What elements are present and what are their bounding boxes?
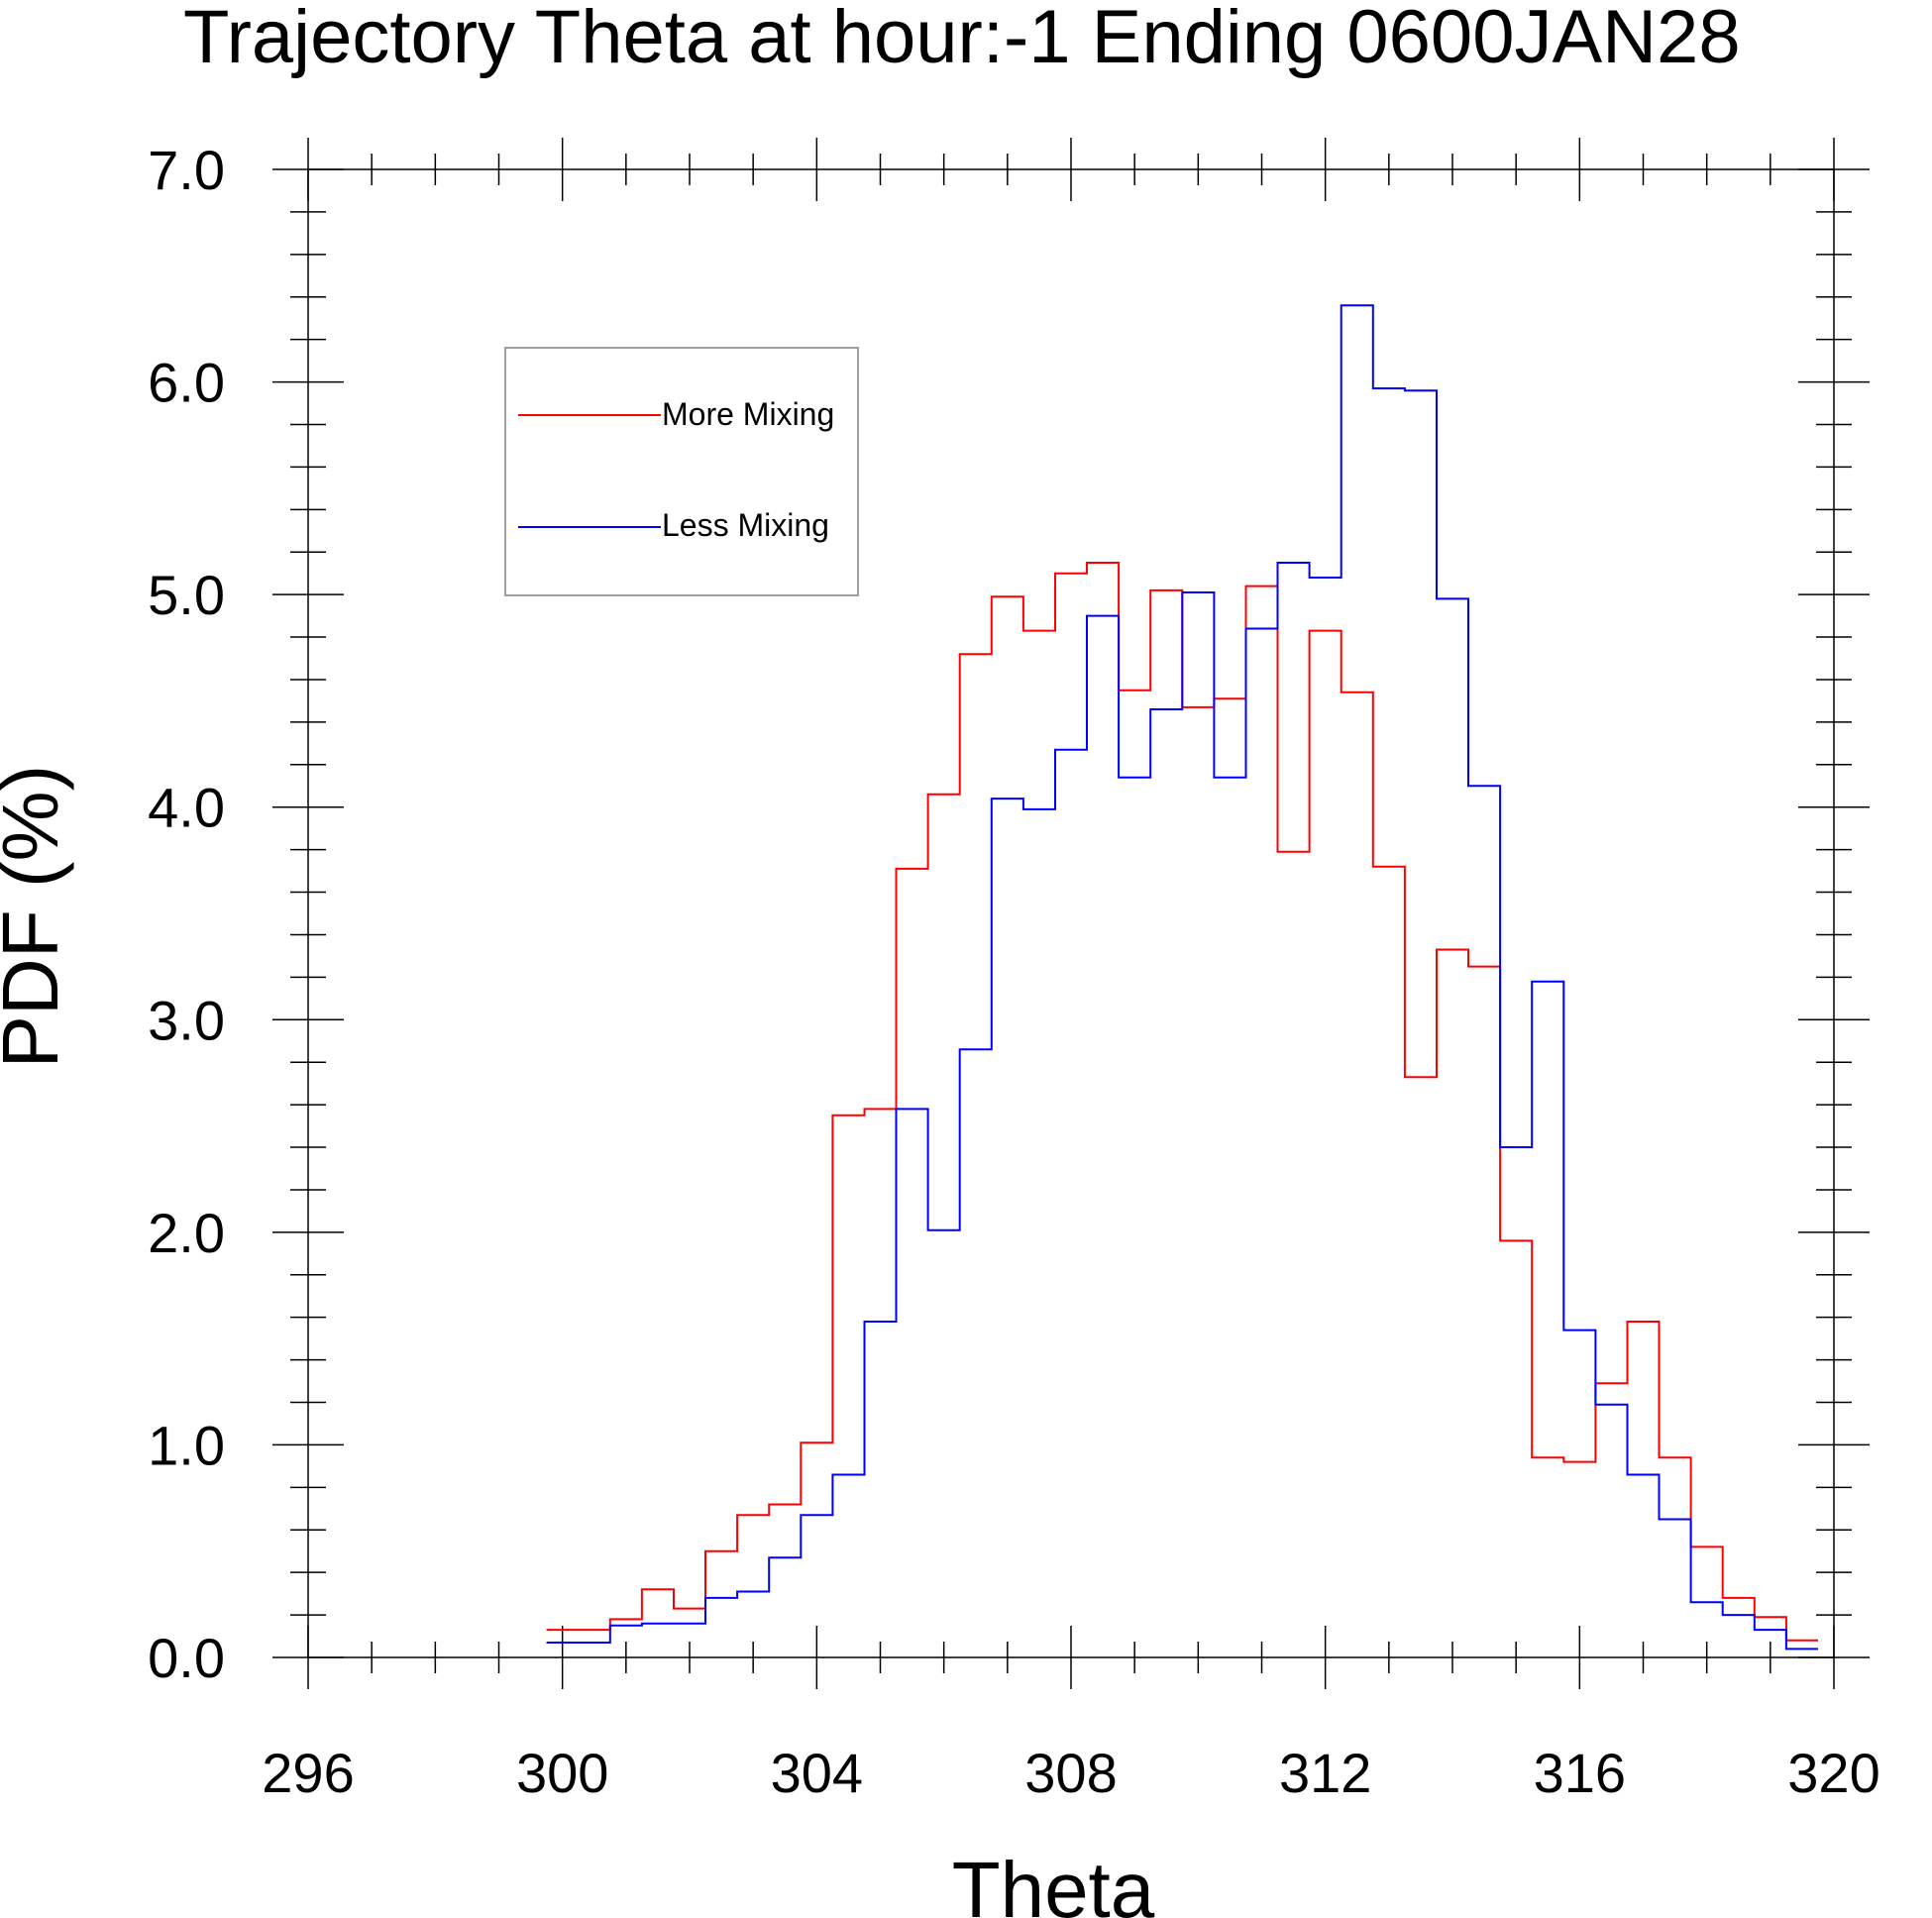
more-mixing-series-line — [546, 562, 1818, 1642]
x-tick-label: 320 — [1787, 1742, 1879, 1804]
y-tick-label: 7.0 — [148, 139, 225, 201]
y-axis-label: PDF (%) — [0, 765, 74, 1069]
series-lines — [546, 304, 1818, 1651]
legend-label-less-mixing: Less Mixing — [662, 507, 829, 543]
legend-label-more-mixing: More Mixing — [662, 396, 834, 432]
less-mixing-series-line — [546, 304, 1818, 1651]
legend-box — [504, 347, 859, 596]
y-tick-label: 3.0 — [148, 989, 225, 1051]
x-tick-label: 296 — [262, 1742, 354, 1804]
y-tick-label: 0.0 — [148, 1627, 225, 1689]
chart-title: Trajectory Theta at hour:-1 Ending 0600J… — [183, 0, 1741, 79]
x-tick-label: 312 — [1279, 1742, 1371, 1804]
x-tick-label: 308 — [1024, 1742, 1117, 1804]
y-tick-label: 2.0 — [148, 1202, 225, 1264]
x-tick-label: 316 — [1534, 1742, 1626, 1804]
legend: More Mixing Less Mixing — [504, 347, 859, 596]
y-tick-label: 5.0 — [148, 564, 225, 626]
x-tick-labels: 296 300 304 308 312 316 320 — [262, 1742, 1879, 1804]
y-tick-label: 6.0 — [148, 352, 225, 414]
x-tick-label: 304 — [771, 1742, 863, 1804]
x-tick-label: 300 — [516, 1742, 608, 1804]
y-tick-label: 1.0 — [148, 1414, 225, 1476]
axis-ticks — [272, 138, 1870, 1689]
y-tick-label: 4.0 — [148, 777, 225, 839]
y-tick-labels: 0.0 1.0 2.0 3.0 4.0 5.0 6.0 7.0 — [148, 139, 225, 1689]
x-axis-label: Theta — [952, 1846, 1155, 1918]
